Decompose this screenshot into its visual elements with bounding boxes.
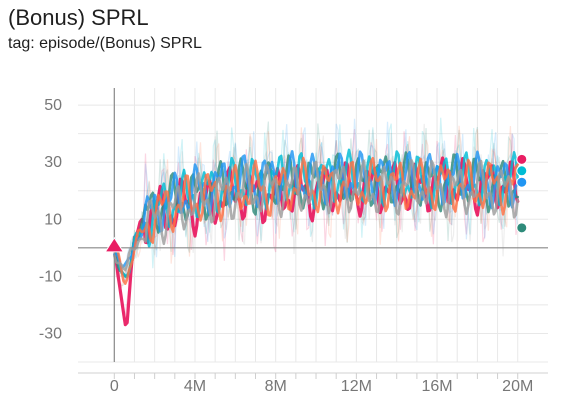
marker-layer <box>104 153 528 253</box>
x-tick-label: 0 <box>110 378 119 395</box>
end-marker <box>516 222 528 234</box>
raw-series-line <box>113 117 519 277</box>
y-tick-label: 50 <box>44 97 62 114</box>
x-tick-label: 4M <box>184 378 206 395</box>
x-tick-label: 16M <box>421 378 452 395</box>
start-marker <box>104 236 125 253</box>
end-marker <box>516 165 528 177</box>
y-tick-label: 10 <box>44 211 62 228</box>
end-marker <box>516 176 528 188</box>
y-tick-label: -10 <box>39 268 62 285</box>
x-tick-label: 8M <box>265 378 287 395</box>
end-marker <box>516 153 528 165</box>
chart-area: 0 4M 8M 12M 16M 20M 50 30 10 -10 -30 <box>0 70 580 420</box>
x-tick-label: 20M <box>502 378 533 395</box>
y-tick-label: 30 <box>44 154 62 171</box>
chart-title: (Bonus) SPRL <box>8 5 149 30</box>
x-tick-label: 12M <box>341 378 372 395</box>
axis-layer: 0 4M 8M 12M 16M 20M 50 30 10 -10 -30 <box>39 88 548 395</box>
chart-tag: tag: episode/(Bonus) SPRL <box>8 35 202 52</box>
line-chart: 0 4M 8M 12M 16M 20M 50 30 10 -10 -30 <box>39 88 548 395</box>
smoothed-series-line <box>113 158 520 272</box>
y-tick-label: -30 <box>39 325 62 342</box>
smoothed-series-layer <box>112 148 520 327</box>
